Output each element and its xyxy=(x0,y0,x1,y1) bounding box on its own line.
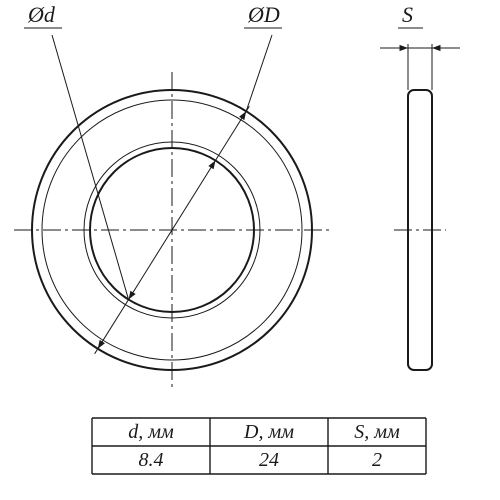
label-outer-diameter: ØD xyxy=(247,2,280,27)
front-view xyxy=(14,35,330,388)
side-view xyxy=(380,28,460,370)
table-header-cell: D, мм xyxy=(243,421,294,443)
table-header-cell: d, мм xyxy=(128,421,174,443)
label-thickness: S xyxy=(402,2,413,27)
table-data-cell: 2 xyxy=(372,449,382,471)
washer-engineering-drawing: Ød ØD Sd, мм D, мм S, мм 8.4 24 2 xyxy=(0,0,500,500)
dimensions-table: d, мм D, мм S, мм 8.4 24 2 xyxy=(92,418,426,474)
table-header-cell: S, мм xyxy=(354,421,400,443)
label-inner-diameter: Ød xyxy=(27,2,56,27)
table-data-cell: 24 xyxy=(259,449,279,471)
table-data-cell: 8.4 xyxy=(139,449,164,471)
